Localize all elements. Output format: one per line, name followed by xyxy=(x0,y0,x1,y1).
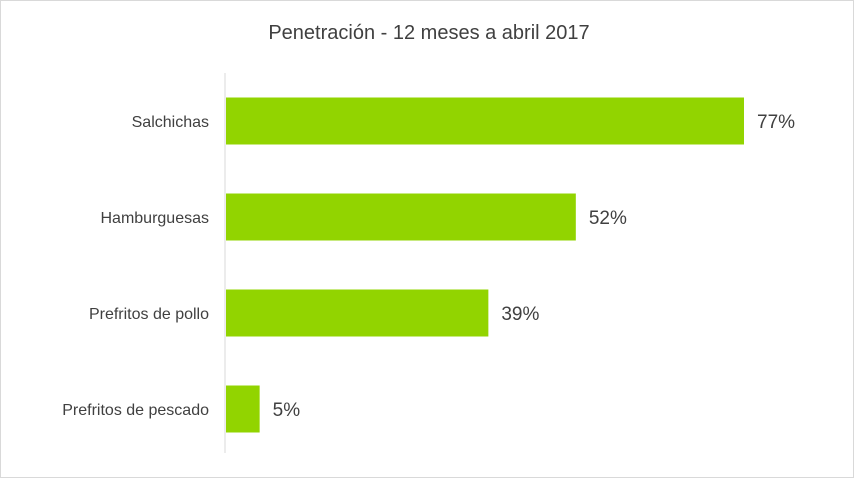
bars-group: Salchichas 77% Hamburguesas 52% Prefritos de… xyxy=(62,97,795,433)
category-label: Salchichas xyxy=(132,114,209,131)
value-label: 5% xyxy=(273,400,301,421)
bar-3 xyxy=(226,385,260,433)
value-label: 39% xyxy=(501,304,539,325)
category-label: Hamburguesas xyxy=(101,210,210,227)
category-label: Prefritos de pollo xyxy=(89,306,209,323)
chart-title: Penetración - 12 meses a abril 2017 xyxy=(268,22,589,44)
value-label: 52% xyxy=(589,208,627,229)
value-label: 77% xyxy=(757,112,795,133)
category-label: Prefritos de pescado xyxy=(62,402,209,419)
bar-0 xyxy=(226,97,744,145)
bar-1 xyxy=(226,193,576,241)
bar-2 xyxy=(226,289,489,337)
